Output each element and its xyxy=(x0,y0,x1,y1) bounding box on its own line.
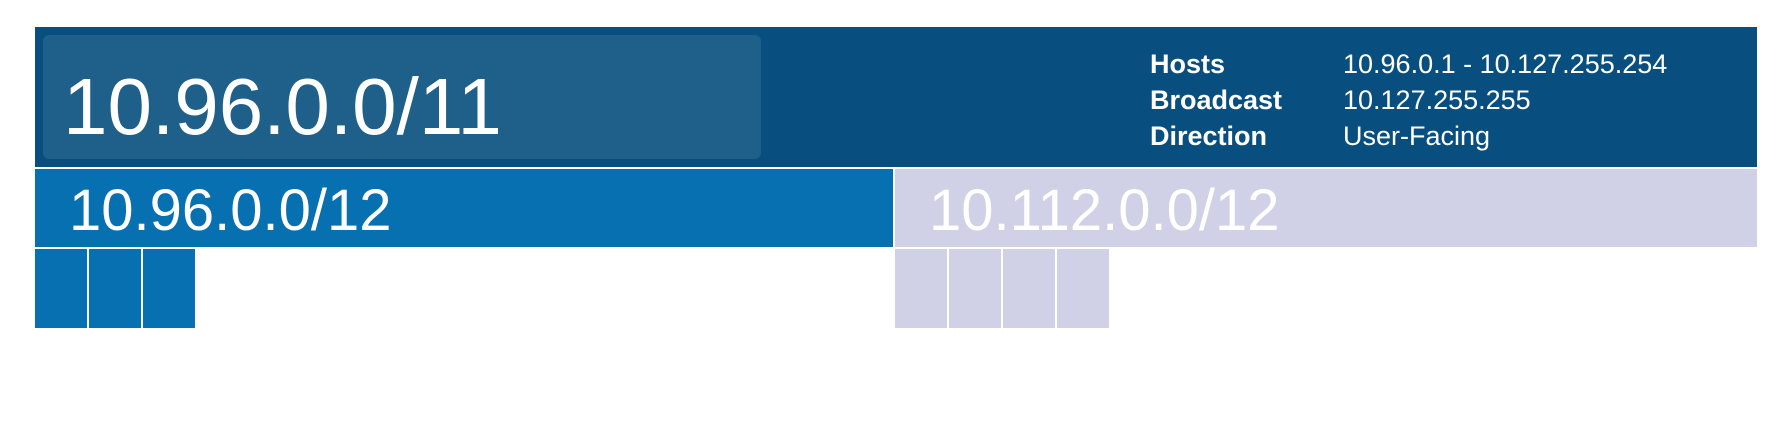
subnet-b-child-block[interactable] xyxy=(1057,249,1109,328)
broadcast-value: 10.127.255.255 xyxy=(1343,82,1531,118)
network-details: Hosts 10.96.0.1 - 10.127.255.254 Broadca… xyxy=(1150,46,1667,154)
direction-value: User-Facing xyxy=(1343,118,1490,154)
broadcast-key: Broadcast xyxy=(1150,82,1343,118)
subnet-a-label: 10.96.0.0/12 xyxy=(69,180,392,242)
hosts-key: Hosts xyxy=(1150,46,1343,82)
subnet-block-b[interactable]: 10.112.0.0/12 xyxy=(895,169,1757,247)
network-cidr-label: 10.96.0.0/11 xyxy=(63,67,502,147)
network-cidr-box[interactable]: 10.96.0.0/11 xyxy=(43,35,761,159)
subnet-block-a[interactable]: 10.96.0.0/12 xyxy=(35,169,893,247)
hosts-row: Hosts 10.96.0.1 - 10.127.255.254 xyxy=(1150,46,1667,82)
direction-row: Direction User-Facing xyxy=(1150,118,1667,154)
subnet-b-label: 10.112.0.0/12 xyxy=(929,180,1279,242)
broadcast-row: Broadcast 10.127.255.255 xyxy=(1150,82,1667,118)
hosts-value: 10.96.0.1 - 10.127.255.254 xyxy=(1343,46,1667,82)
network-header: 10.96.0.0/11 Hosts 10.96.0.1 - 10.127.25… xyxy=(35,27,1757,167)
subnet-b-child-block[interactable] xyxy=(949,249,1001,328)
subnet-a-child-block[interactable] xyxy=(89,249,141,328)
subnet-b-child-block[interactable] xyxy=(1003,249,1055,328)
subnet-a-child-block[interactable] xyxy=(35,249,87,328)
direction-key: Direction xyxy=(1150,118,1343,154)
subnet-b-child-block[interactable] xyxy=(895,249,947,328)
subnet-a-child-block[interactable] xyxy=(143,249,195,328)
